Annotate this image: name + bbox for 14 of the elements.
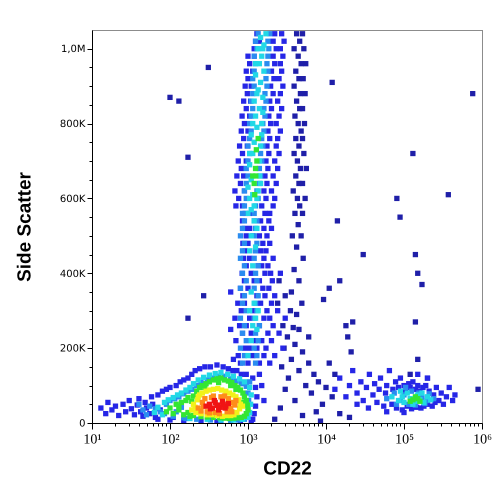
y-tick-label: 200K [60,344,86,355]
y-tick-label: 800K [60,119,86,130]
y-tick-label: 600K [60,194,86,205]
y-tick-label: 1,0M [60,44,86,56]
x-tick-label: 10⁵ [395,432,414,448]
x-axis-title: CD22 [263,458,312,480]
x-tick-label: 10² [161,432,180,448]
x-tick-label: 10¹ [83,432,102,448]
y-tick-label: 400K [60,268,86,280]
y-axis-title: Side Scatter [14,171,36,282]
x-tick-label: 10³ [239,432,258,448]
y-tick-label: 0 [79,418,86,430]
x-tick-label: 10⁴ [317,432,336,448]
x-tick-label: 10⁶ [473,432,492,448]
